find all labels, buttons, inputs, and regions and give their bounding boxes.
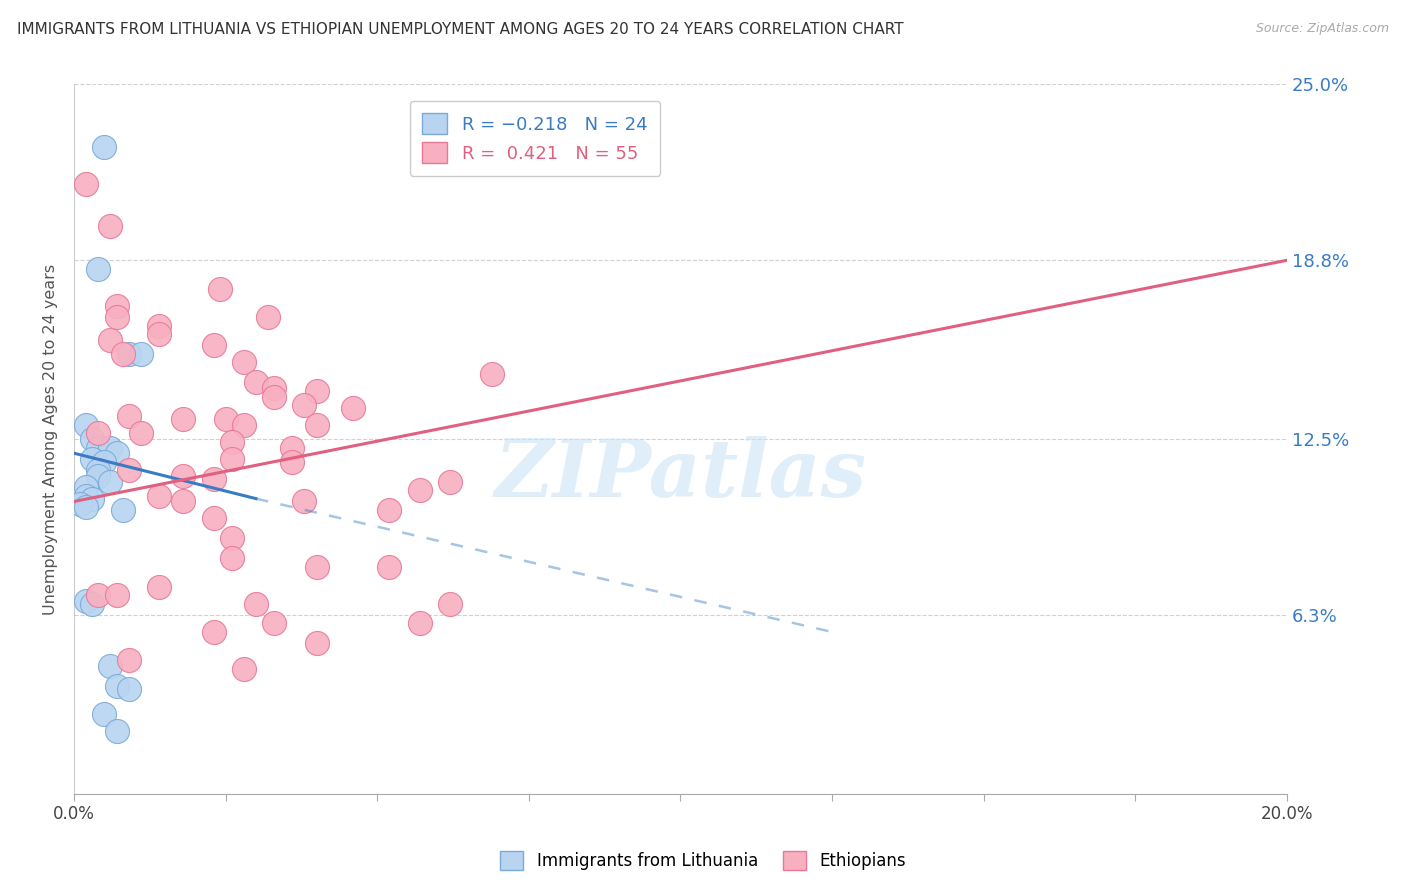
- Point: [215, 412, 238, 426]
- Point: [111, 503, 134, 517]
- Point: [118, 463, 141, 477]
- Point: [82, 491, 104, 506]
- Point: [221, 532, 243, 546]
- Point: [129, 347, 152, 361]
- Point: [148, 327, 170, 342]
- Point: [93, 140, 115, 154]
- Legend: R = −0.218   N = 24, R =  0.421   N = 55: R = −0.218 N = 24, R = 0.421 N = 55: [409, 101, 661, 176]
- Point: [281, 455, 304, 469]
- Point: [118, 409, 141, 424]
- Point: [148, 580, 170, 594]
- Point: [87, 426, 110, 441]
- Text: ZIPatlas: ZIPatlas: [495, 436, 866, 513]
- Point: [221, 551, 243, 566]
- Point: [111, 347, 134, 361]
- Point: [129, 426, 152, 441]
- Point: [305, 559, 328, 574]
- Point: [69, 497, 91, 511]
- Point: [263, 616, 285, 631]
- Point: [294, 494, 316, 508]
- Point: [105, 724, 128, 739]
- Point: [105, 588, 128, 602]
- Point: [245, 376, 267, 390]
- Point: [75, 417, 97, 432]
- Point: [87, 588, 110, 602]
- Point: [87, 469, 110, 483]
- Point: [87, 441, 110, 455]
- Point: [100, 475, 122, 489]
- Point: [294, 398, 316, 412]
- Point: [105, 310, 128, 324]
- Point: [75, 594, 97, 608]
- Point: [105, 299, 128, 313]
- Point: [342, 401, 364, 415]
- Point: [202, 338, 225, 352]
- Point: [305, 417, 328, 432]
- Point: [75, 177, 97, 191]
- Point: [221, 451, 243, 466]
- Point: [172, 469, 194, 483]
- Point: [105, 679, 128, 693]
- Point: [221, 434, 243, 449]
- Point: [118, 347, 141, 361]
- Point: [93, 455, 115, 469]
- Text: Source: ZipAtlas.com: Source: ZipAtlas.com: [1256, 22, 1389, 36]
- Point: [378, 503, 401, 517]
- Point: [75, 500, 97, 515]
- Point: [105, 446, 128, 460]
- Point: [439, 475, 461, 489]
- Point: [172, 494, 194, 508]
- Point: [87, 261, 110, 276]
- Point: [100, 333, 122, 347]
- Point: [75, 480, 97, 494]
- Point: [82, 597, 104, 611]
- Legend: Immigrants from Lithuania, Ethiopians: Immigrants from Lithuania, Ethiopians: [494, 844, 912, 877]
- Point: [408, 483, 430, 497]
- Point: [305, 384, 328, 398]
- Point: [378, 559, 401, 574]
- Y-axis label: Unemployment Among Ages 20 to 24 years: Unemployment Among Ages 20 to 24 years: [44, 263, 58, 615]
- Point: [305, 636, 328, 650]
- Point: [232, 355, 254, 369]
- Point: [82, 451, 104, 466]
- Point: [208, 282, 231, 296]
- Point: [232, 662, 254, 676]
- Point: [263, 381, 285, 395]
- Point: [93, 707, 115, 722]
- Point: [245, 597, 267, 611]
- Text: IMMIGRANTS FROM LITHUANIA VS ETHIOPIAN UNEMPLOYMENT AMONG AGES 20 TO 24 YEARS CO: IMMIGRANTS FROM LITHUANIA VS ETHIOPIAN U…: [17, 22, 904, 37]
- Point: [281, 441, 304, 455]
- Point: [439, 597, 461, 611]
- Point: [202, 511, 225, 525]
- Point: [172, 412, 194, 426]
- Point: [148, 318, 170, 333]
- Point: [82, 432, 104, 446]
- Point: [257, 310, 280, 324]
- Point: [75, 489, 97, 503]
- Point: [87, 463, 110, 477]
- Point: [100, 219, 122, 234]
- Point: [408, 616, 430, 631]
- Point: [100, 441, 122, 455]
- Point: [148, 489, 170, 503]
- Point: [118, 681, 141, 696]
- Point: [202, 472, 225, 486]
- Point: [481, 367, 503, 381]
- Point: [100, 659, 122, 673]
- Point: [232, 417, 254, 432]
- Point: [118, 653, 141, 667]
- Point: [263, 390, 285, 404]
- Point: [202, 624, 225, 639]
